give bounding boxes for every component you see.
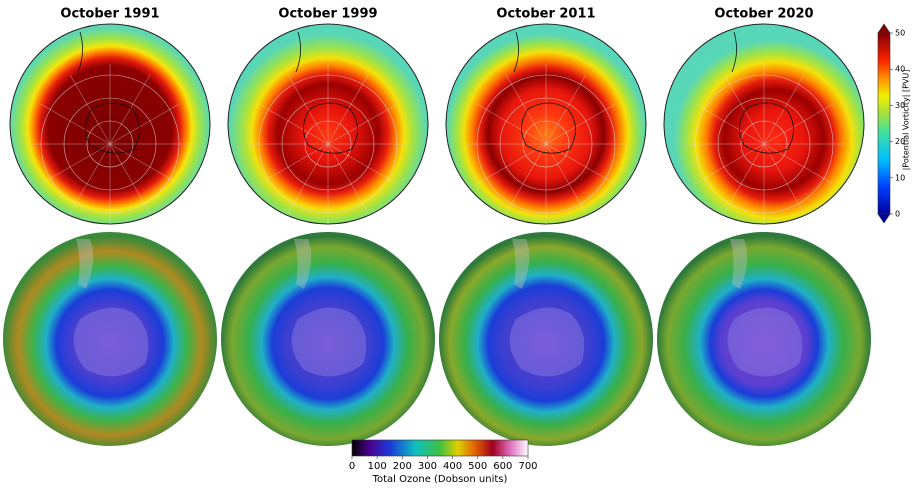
ozone-tick-label: 400 xyxy=(443,461,462,472)
pv-tick-label: 30 xyxy=(895,101,905,110)
pv-tick-label: 50 xyxy=(895,29,905,38)
ozone-tick-label: 500 xyxy=(468,461,487,472)
pv-tick-label: 20 xyxy=(895,137,905,146)
pv-tick-label: 40 xyxy=(895,65,905,74)
ozone-tick-label: 200 xyxy=(393,461,412,472)
ozone-tick-label: 300 xyxy=(418,461,437,472)
maps xyxy=(3,24,871,446)
ozone-tick-label: 100 xyxy=(368,461,387,472)
antarctica xyxy=(728,308,803,377)
pv-tick-label: 10 xyxy=(895,173,905,182)
ozone-colorbar-label: Total Ozone (Dobson units) xyxy=(372,474,508,485)
antarctica xyxy=(74,308,149,377)
panel-title: October 1991 xyxy=(60,7,159,22)
pv-colorbar-label: |Potential Vorticity| [PVU] xyxy=(902,70,911,171)
pv-tick-label: 0 xyxy=(895,210,900,219)
antarctica xyxy=(510,308,585,377)
panel-title: October 2011 xyxy=(496,7,595,22)
ozone-tick-label: 600 xyxy=(493,461,512,472)
panel-title: October 2020 xyxy=(714,7,813,22)
ozone-tick-label: 700 xyxy=(518,461,537,472)
pv-colorbar xyxy=(878,33,890,214)
figure: |Potential Vorticity| [PVU] Total Ozone … xyxy=(0,0,916,486)
pv-colorbar-extend xyxy=(878,24,890,33)
pv-colorbar-extend xyxy=(878,214,890,223)
ozone-colorbar xyxy=(352,440,528,456)
panel-title: October 1999 xyxy=(278,7,377,22)
ozone-tick-label: 0 xyxy=(349,461,355,472)
antarctica xyxy=(292,308,367,377)
